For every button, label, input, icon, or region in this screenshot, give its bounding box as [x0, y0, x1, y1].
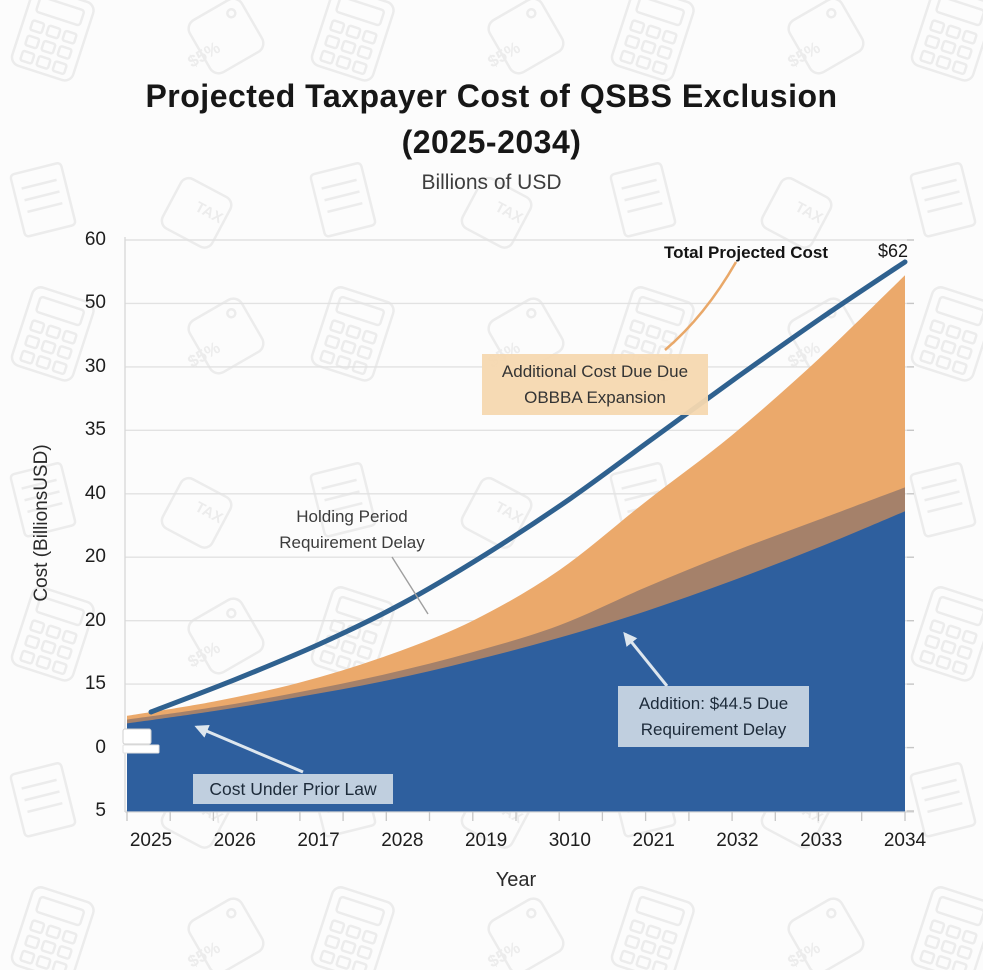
- y-tick-label-1: 50: [84, 292, 106, 314]
- page-title-years: (2025-2034): [401, 124, 582, 160]
- x-tick-label-0: 2025: [129, 830, 173, 851]
- total-projected-cost-line: [148, 259, 908, 715]
- annotation-obbba-line2: OBBBA Expansion: [524, 387, 666, 407]
- y-tick-label-3: 35: [84, 419, 106, 441]
- y-tick-label-4: 40: [84, 482, 106, 504]
- x-tick-label-5: 3010: [548, 830, 592, 851]
- y-tick-label-0: 60: [84, 229, 106, 250]
- x-tick-label-4: 2019: [464, 830, 508, 851]
- annotation-holding-period: Holding Period Requirement Delay: [252, 504, 452, 555]
- annotation-addition-line1: Addition: $44.5 Due: [638, 694, 789, 713]
- y-tick-label-9: 5: [95, 800, 106, 821]
- x-axis-title: Year: [495, 869, 537, 891]
- y-tick-label-6: 20: [84, 609, 106, 631]
- y-tick-label-8: 0: [95, 736, 106, 758]
- annotation-holding-line2: Requirement Delay: [279, 532, 425, 552]
- y-tick-label-7: 15: [84, 673, 106, 695]
- page-title: Projected Taxpayer Cost of QSBS Exclusio…: [145, 78, 838, 114]
- annotation-addition-line2: Requirement Delay: [640, 719, 787, 739]
- annotation-obbba-expansion-box: Additional Cost Due Due OBBBA Expansion: [482, 354, 708, 415]
- x-tick-label-3: 2028: [381, 830, 424, 851]
- holding-period-leader-line: [391, 556, 429, 615]
- x-tick-label-6: 2021: [632, 830, 675, 851]
- y-tick-label-2: 30: [84, 355, 106, 377]
- annotation-addition-delay-box: Addition: $44.5 Due Requirement Delay: [618, 686, 809, 747]
- y-tick-label-5: 20: [84, 546, 106, 568]
- axis-ticks: [126, 239, 914, 821]
- total-cost-leader-line: [664, 261, 738, 351]
- x-tick-label-1: 2026: [213, 830, 256, 851]
- annotation-total-projected-cost: Total Projected Cost: [663, 243, 829, 262]
- prior-law-arrow: [194, 724, 304, 774]
- annotation-end-value: $62: [878, 241, 909, 261]
- annotation-obbba-line1: Additional Cost Due Due: [501, 362, 689, 381]
- chart-subtitle: Billions of USD: [421, 171, 562, 194]
- x-tick-label-9: 2034: [883, 830, 927, 851]
- annotation-cost-under-prior-law-box: Cost Under Prior Law: [193, 774, 393, 805]
- empty-label-box: [122, 728, 160, 754]
- annotation-holding-line1: Holding Period: [296, 507, 408, 526]
- x-tick-label-2: 2017: [297, 830, 340, 851]
- addition-arrow: [623, 631, 669, 687]
- x-tick-label-8: 2033: [800, 830, 843, 851]
- x-tick-label-7: 2032: [716, 830, 759, 851]
